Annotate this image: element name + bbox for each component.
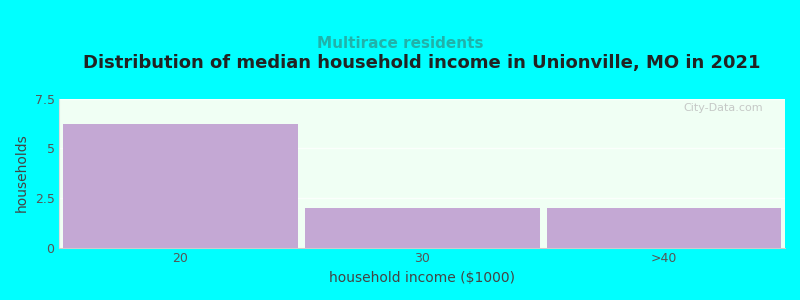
- Text: City-Data.com: City-Data.com: [684, 103, 763, 113]
- Y-axis label: households: households: [15, 134, 29, 212]
- Bar: [546, 208, 782, 247]
- X-axis label: household income ($1000): household income ($1000): [330, 271, 515, 285]
- Bar: [63, 124, 298, 248]
- Title: Distribution of median household income in Unionville, MO in 2021: Distribution of median household income …: [83, 54, 761, 72]
- Bar: [305, 208, 539, 247]
- Text: Multirace residents: Multirace residents: [317, 36, 483, 51]
